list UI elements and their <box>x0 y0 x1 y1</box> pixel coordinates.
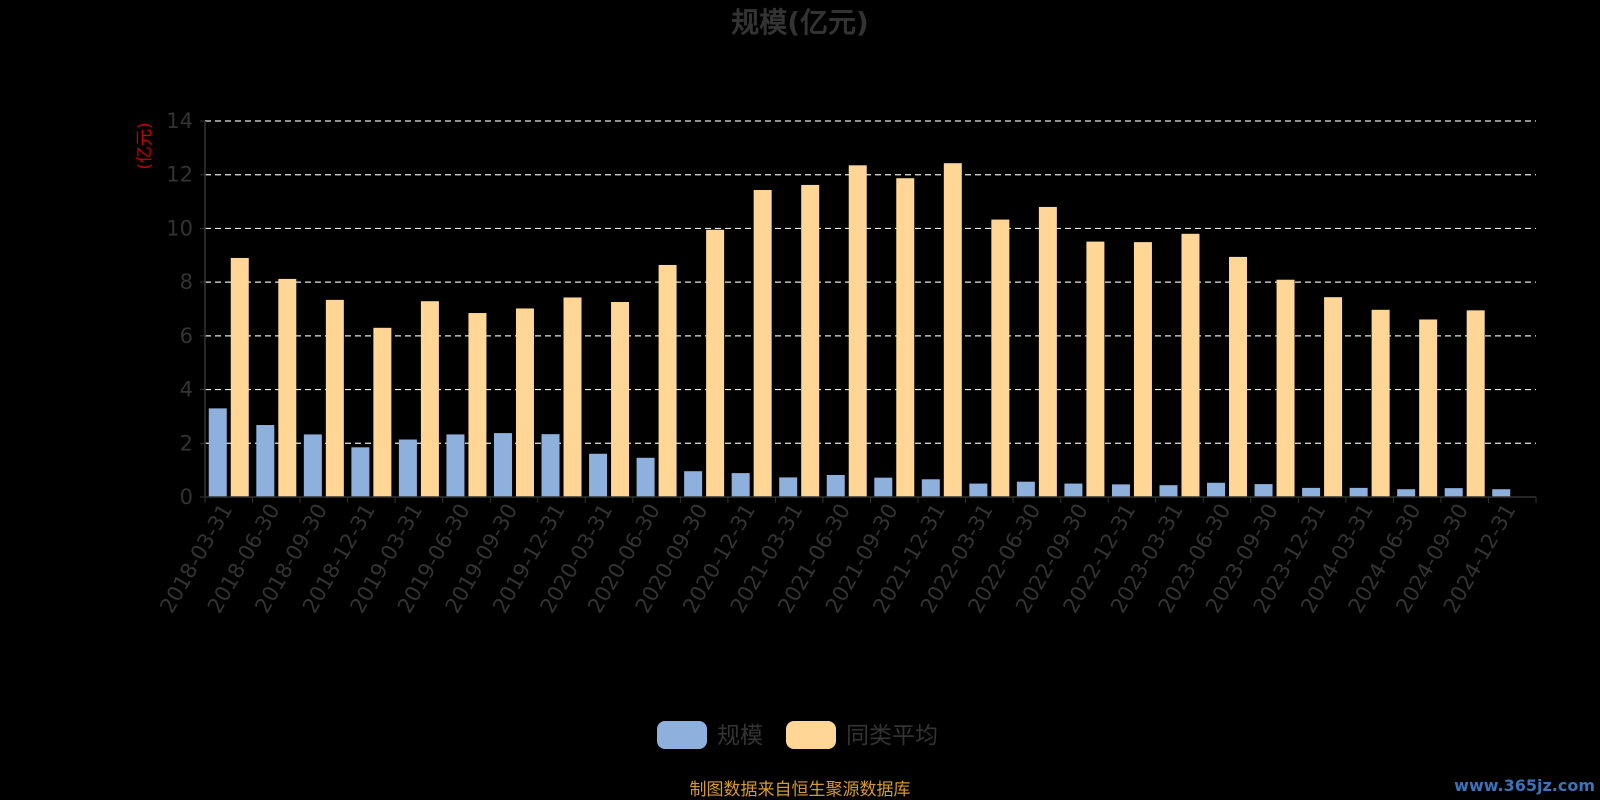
bar-scale <box>1349 487 1368 497</box>
bar-scale <box>1159 485 1178 497</box>
bar-scale <box>398 439 417 497</box>
legend-swatch[interactable] <box>786 721 836 749</box>
bar-peer-average <box>991 219 1010 497</box>
bar-scale <box>351 447 370 497</box>
bar-scale <box>779 477 798 497</box>
bar-scale <box>1207 482 1226 497</box>
bar-peer-average <box>658 264 677 497</box>
bar-peer-average <box>325 299 344 497</box>
bar-scale <box>921 479 940 497</box>
bar-scale <box>826 474 845 497</box>
y-tick-label: 8 <box>180 270 193 294</box>
bar-scale <box>1064 483 1083 497</box>
bar-peer-average <box>230 257 249 497</box>
bar-scale <box>589 453 608 497</box>
y-tick-label: 14 <box>166 109 193 133</box>
bar-scale <box>303 434 322 497</box>
y-tick-label: 4 <box>180 378 193 402</box>
y-tick-label: 6 <box>180 324 193 348</box>
bar-scale <box>1302 487 1321 497</box>
bar-peer-average <box>1229 256 1248 497</box>
bar-peer-average <box>373 327 392 497</box>
legend-label[interactable]: 同类平均 <box>846 723 938 749</box>
bar-scale <box>493 433 512 497</box>
bar-scale <box>636 457 655 497</box>
y-tick-label: 12 <box>166 163 193 187</box>
y-tick-label: 10 <box>166 216 193 240</box>
legend-swatch[interactable] <box>657 721 707 749</box>
bar-scale <box>874 477 893 497</box>
bar-peer-average <box>896 178 915 497</box>
y-tick-label: 0 <box>180 485 193 509</box>
bar-peer-average <box>943 163 962 497</box>
source-note: 制图数据来自恒生聚源数据库 <box>690 780 911 800</box>
bar-scale <box>446 434 465 497</box>
bar-peer-average <box>706 229 725 497</box>
bar-scale <box>1254 484 1273 497</box>
legend: 规模 同类平均 <box>657 721 938 749</box>
bar-peer-average <box>1086 241 1105 497</box>
bar-scale <box>1111 484 1130 497</box>
watermark: www.365jz.com <box>1454 776 1595 795</box>
bar-scale <box>684 471 703 497</box>
bar-peer-average <box>420 301 439 497</box>
bar-peer-average <box>1181 233 1200 498</box>
bar-peer-average <box>1324 297 1343 497</box>
bar-scale <box>541 434 560 497</box>
bar-peer-average <box>1466 310 1485 497</box>
bar-peer-average <box>563 297 582 497</box>
bar-peer-average <box>1276 279 1295 497</box>
bar-scale <box>1492 489 1511 497</box>
bar-peer-average <box>753 190 772 497</box>
y-tick-label: 2 <box>180 431 193 455</box>
bar-peer-average <box>611 302 630 497</box>
bar-scale <box>1397 489 1416 497</box>
bar-peer-average <box>1038 206 1057 497</box>
bar-scale <box>1016 481 1035 497</box>
bar-peer-average <box>848 165 867 498</box>
chart-title: 规模(亿元) <box>731 6 869 39</box>
bar-scale <box>969 483 988 497</box>
bars <box>208 163 1511 498</box>
bar-scale <box>1444 488 1463 497</box>
bar-scale <box>208 408 227 497</box>
y-axis-unit-label: (亿元) <box>135 122 155 169</box>
legend-label[interactable]: 规模 <box>717 723 763 749</box>
bar-peer-average <box>278 278 297 497</box>
bar-peer-average <box>515 308 534 497</box>
bar-scale <box>256 425 275 497</box>
bar-peer-average <box>1371 309 1390 497</box>
bar-scale <box>731 473 750 497</box>
bar-peer-average <box>1133 242 1152 497</box>
bar-peer-average <box>1419 319 1438 497</box>
bar-peer-average <box>468 313 487 497</box>
bar-peer-average <box>801 184 820 498</box>
